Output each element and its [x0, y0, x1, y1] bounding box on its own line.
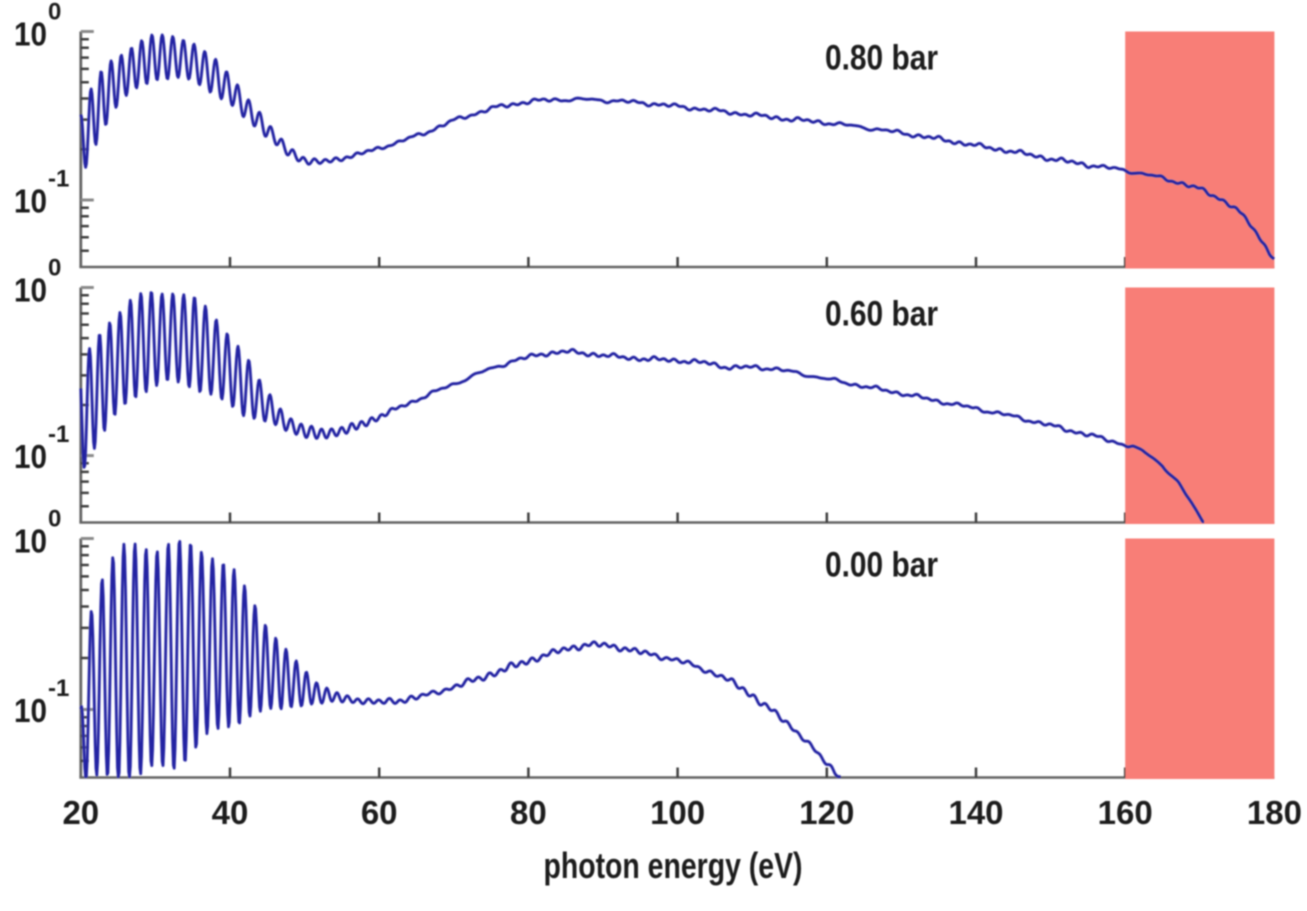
svg-text:-1: -1 [48, 675, 69, 702]
svg-text:-1: -1 [48, 421, 69, 448]
svg-text:photon energy (eV): photon energy (eV) [544, 845, 803, 886]
svg-text:160: 160 [1098, 794, 1153, 831]
svg-text:120: 120 [799, 794, 854, 831]
svg-text:10: 10 [14, 438, 47, 475]
svg-text:180: 180 [1247, 794, 1302, 831]
svg-text:100: 100 [650, 794, 705, 831]
svg-text:60: 60 [361, 794, 398, 831]
svg-text:0.00 bar: 0.00 bar [825, 546, 938, 585]
svg-text:40: 40 [212, 794, 249, 831]
svg-text:80: 80 [510, 794, 547, 831]
svg-text:0: 0 [48, 0, 61, 26]
svg-text:0: 0 [48, 506, 61, 533]
svg-text:0.80 bar: 0.80 bar [825, 39, 938, 78]
svg-text:20: 20 [62, 794, 99, 831]
svg-text:140: 140 [948, 794, 1003, 831]
svg-text:10: 10 [14, 272, 47, 309]
svg-text:10: 10 [14, 523, 47, 560]
svg-text:0: 0 [48, 255, 61, 282]
svg-text:10: 10 [14, 16, 47, 53]
svg-text:10: 10 [14, 183, 47, 220]
svg-text:10: 10 [14, 692, 47, 729]
svg-text:-1: -1 [48, 166, 69, 193]
svg-text:0.60 bar: 0.60 bar [825, 295, 938, 334]
